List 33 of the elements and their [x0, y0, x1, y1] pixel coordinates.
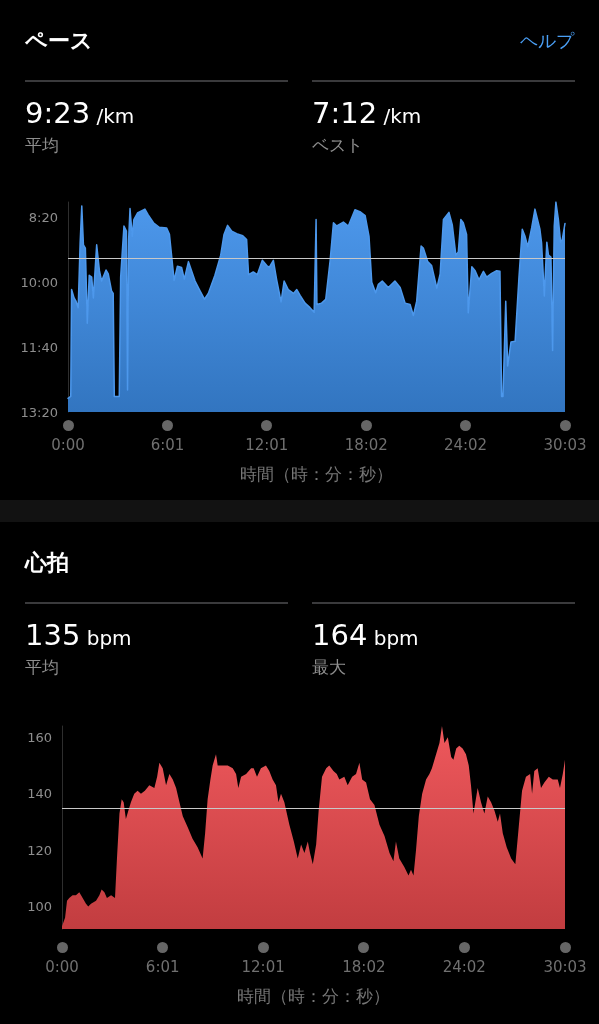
y-tick-label: 13:20 [20, 404, 58, 420]
x-axis-title: 時間（時：分：秒） [237, 985, 390, 1006]
text: 9:23 /km [25, 96, 135, 130]
text: ベスト [312, 134, 363, 156]
x-axis-title: 時間（時：分：秒） [240, 463, 393, 484]
y-tick-label: 8:20 [28, 210, 58, 226]
x-tick-label: 12:01 [241, 957, 285, 976]
y-tick-label: 100 [27, 898, 52, 914]
x-tick-label: 18:02 [342, 957, 386, 976]
text: 135 bpm [25, 618, 132, 652]
x-tick-label: 0:00 [51, 435, 85, 454]
y-tick-label: 140 [27, 786, 52, 802]
text: ヘルプ [520, 29, 574, 53]
x-tick-label: 12:01 [245, 435, 289, 454]
x-tick-label: 6:01 [150, 435, 185, 454]
y-tick-label: 11:40 [20, 339, 58, 355]
x-tick-label: 30:03 [543, 435, 587, 454]
y-tick-label: 10:00 [20, 274, 58, 290]
text: 7:12 /km [312, 96, 422, 130]
chart-title: ペース [25, 27, 93, 55]
x-tick-label: 24:02 [442, 957, 486, 976]
x-tick-label: 18:02 [344, 435, 388, 454]
text: 最大 [312, 656, 346, 678]
y-tick-label: 120 [27, 842, 52, 858]
text: 平均 [25, 656, 59, 678]
chart-title: 心拍 [25, 549, 69, 577]
y-tick-label: 160 [27, 729, 52, 745]
x-tick-label: 30:03 [543, 957, 587, 976]
x-tick-label: 0:00 [45, 957, 79, 976]
x-tick-label: 6:01 [145, 957, 180, 976]
text: 164 bpm [312, 618, 419, 652]
x-tick-label: 24:02 [443, 435, 488, 454]
text: 平均 [25, 134, 59, 156]
